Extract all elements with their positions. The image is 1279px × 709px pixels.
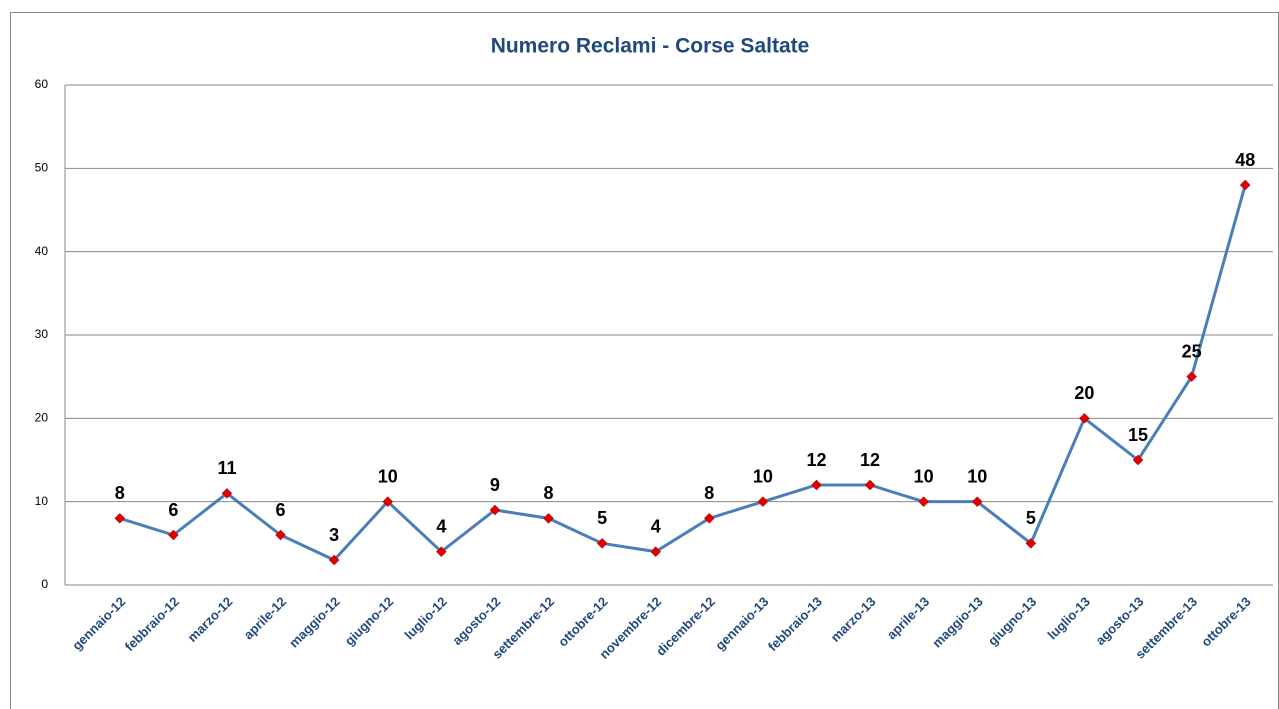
marker [275, 529, 286, 541]
y-tick-label: 0 [41, 577, 48, 591]
marker [168, 529, 179, 541]
marker [1186, 371, 1197, 383]
chart-title: Numero Reclami - Corse Saltate [491, 35, 810, 58]
data-label: 10 [967, 466, 987, 486]
data-label: 5 [597, 508, 607, 528]
data-label: 8 [704, 483, 714, 503]
y-tick-label: 10 [35, 494, 49, 508]
data-label: 4 [651, 516, 661, 536]
data-label: 5 [1026, 508, 1036, 528]
marker [650, 546, 662, 558]
y-tick-label: 40 [35, 244, 49, 258]
data-label: 10 [378, 466, 398, 486]
marker [1079, 412, 1090, 424]
data-label: 12 [806, 450, 826, 470]
line [119, 184, 1247, 562]
data-label: 10 [753, 466, 773, 486]
data-label: 8 [115, 483, 125, 503]
y-tick-label: 60 [35, 77, 49, 91]
marker [703, 512, 715, 524]
marker [489, 504, 501, 516]
data-label: 15 [1128, 425, 1148, 445]
y-tick-label: 20 [35, 411, 49, 425]
marker [596, 537, 608, 549]
marker [543, 512, 554, 524]
marker [114, 512, 126, 524]
data-label: 12 [860, 450, 880, 470]
chart-border [10, 12, 1279, 709]
marker [1025, 537, 1037, 549]
data-label: 3 [329, 525, 339, 545]
data-label: 4 [436, 516, 446, 536]
data-label: 48 [1235, 150, 1255, 170]
marker [811, 479, 822, 491]
y-tick-label: 50 [35, 161, 49, 175]
data-label: 10 [914, 466, 934, 486]
marker [918, 496, 930, 508]
data-label: 11 [217, 458, 236, 478]
data-label: 20 [1074, 383, 1094, 403]
y-tick-label: 30 [35, 327, 49, 341]
marker [1239, 179, 1251, 191]
data-label: 6 [276, 500, 286, 520]
marker [328, 554, 340, 566]
marker [221, 487, 233, 499]
marker [971, 496, 983, 508]
marker [1132, 454, 1144, 466]
marker [435, 546, 447, 558]
data-label: 8 [544, 483, 554, 503]
data-label: 25 [1182, 341, 1202, 361]
marker [864, 479, 876, 491]
data-label: 9 [490, 475, 500, 495]
marker [757, 496, 769, 508]
data-label: 6 [168, 500, 178, 520]
marker [382, 496, 394, 508]
